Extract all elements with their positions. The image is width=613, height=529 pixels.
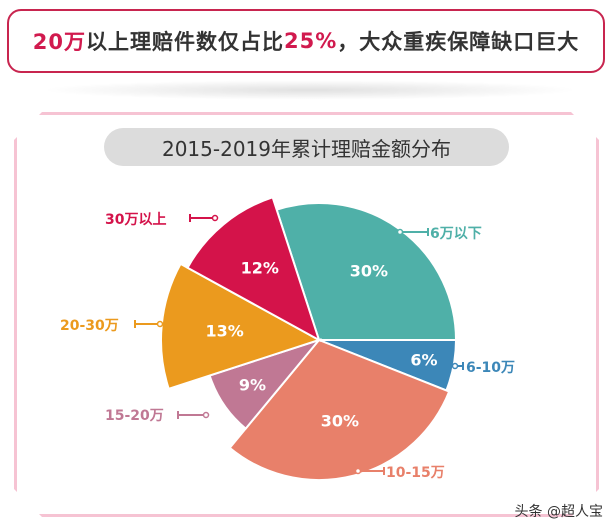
leader-dot [354,467,362,475]
headline-text: 以上理赔件数仅占比 [85,30,284,54]
slice-category-label: 30万以上 [105,212,167,228]
banner-shadow [40,80,580,100]
leader-dot [396,228,404,236]
pie-slice [186,196,321,343]
slice-category-label: 15-20万 [105,408,164,424]
watermark: 头条 @超人宝 [514,504,603,520]
leader-dot [451,362,459,370]
slice-category-label: 20-30万 [60,318,119,334]
leader-dot [202,411,210,419]
slice-category-label: 6-10万 [466,360,516,376]
headline-highlight: 20万 [32,30,86,54]
slice-value-label: 12% [240,258,279,278]
slice-value-label: 30% [320,411,360,431]
slice-category-label: 6万以下 [430,226,482,242]
slice-value-label: 13% [205,321,244,341]
leader-dot [211,214,219,222]
leader-dot [156,320,164,328]
slice-category-label: 10-15万 [386,465,445,481]
headline-text: ，大众重疾保障缺口巨大 [337,30,580,54]
headline-highlight: 25% [283,29,338,53]
chart-title: 2015-2019年累计理赔金额分布 [104,128,509,166]
headline-banner: 20万 以上理赔件数仅占比 25% ，大众重疾保障缺口巨大 [7,9,605,73]
slice-value-label: 6% [410,350,438,370]
pie-slice [228,338,451,481]
slice-value-label: 30% [349,261,389,281]
slice-value-label: 9% [238,375,266,395]
